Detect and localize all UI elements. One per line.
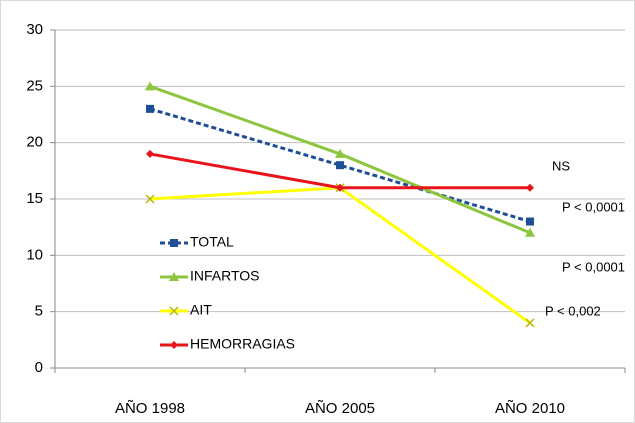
marker — [525, 227, 535, 237]
y-tick-label: 10 — [26, 246, 43, 263]
annotation: P < 0,002 — [545, 303, 601, 318]
marker — [169, 272, 179, 281]
marker — [146, 104, 154, 113]
annotation: P < 0,0001 — [562, 259, 625, 274]
series-line — [149, 107, 531, 223]
y-tick-label: 20 — [26, 134, 43, 151]
marker — [336, 183, 344, 192]
marker — [335, 148, 345, 158]
annotation: NS — [552, 158, 570, 173]
marker — [170, 239, 178, 247]
legend-label: HEMORRAGIAS — [190, 336, 295, 352]
y-tick-label: 15 — [26, 190, 43, 207]
marker — [336, 161, 344, 170]
y-tick-label: 25 — [26, 77, 43, 94]
marker — [525, 318, 535, 328]
x-tick-label: AÑO 1998 — [115, 400, 185, 417]
y-tick-label: 5 — [35, 303, 43, 320]
x-tick-label: AÑO 2010 — [495, 400, 565, 417]
marker — [169, 306, 179, 316]
marker — [526, 183, 534, 192]
marker — [170, 341, 178, 349]
y-tick-label: 0 — [35, 359, 43, 376]
marker — [145, 81, 155, 91]
y-tick-label: 30 — [26, 21, 43, 38]
legend-label: TOTAL — [190, 234, 234, 250]
legend-label: AIT — [190, 302, 212, 318]
annotation: P < 0,0001 — [562, 199, 625, 214]
marker — [145, 194, 155, 204]
marker — [526, 217, 534, 226]
marker — [146, 149, 154, 158]
legend-label: INFARTOS — [190, 268, 260, 284]
x-tick-label: AÑO 2005 — [305, 400, 375, 417]
